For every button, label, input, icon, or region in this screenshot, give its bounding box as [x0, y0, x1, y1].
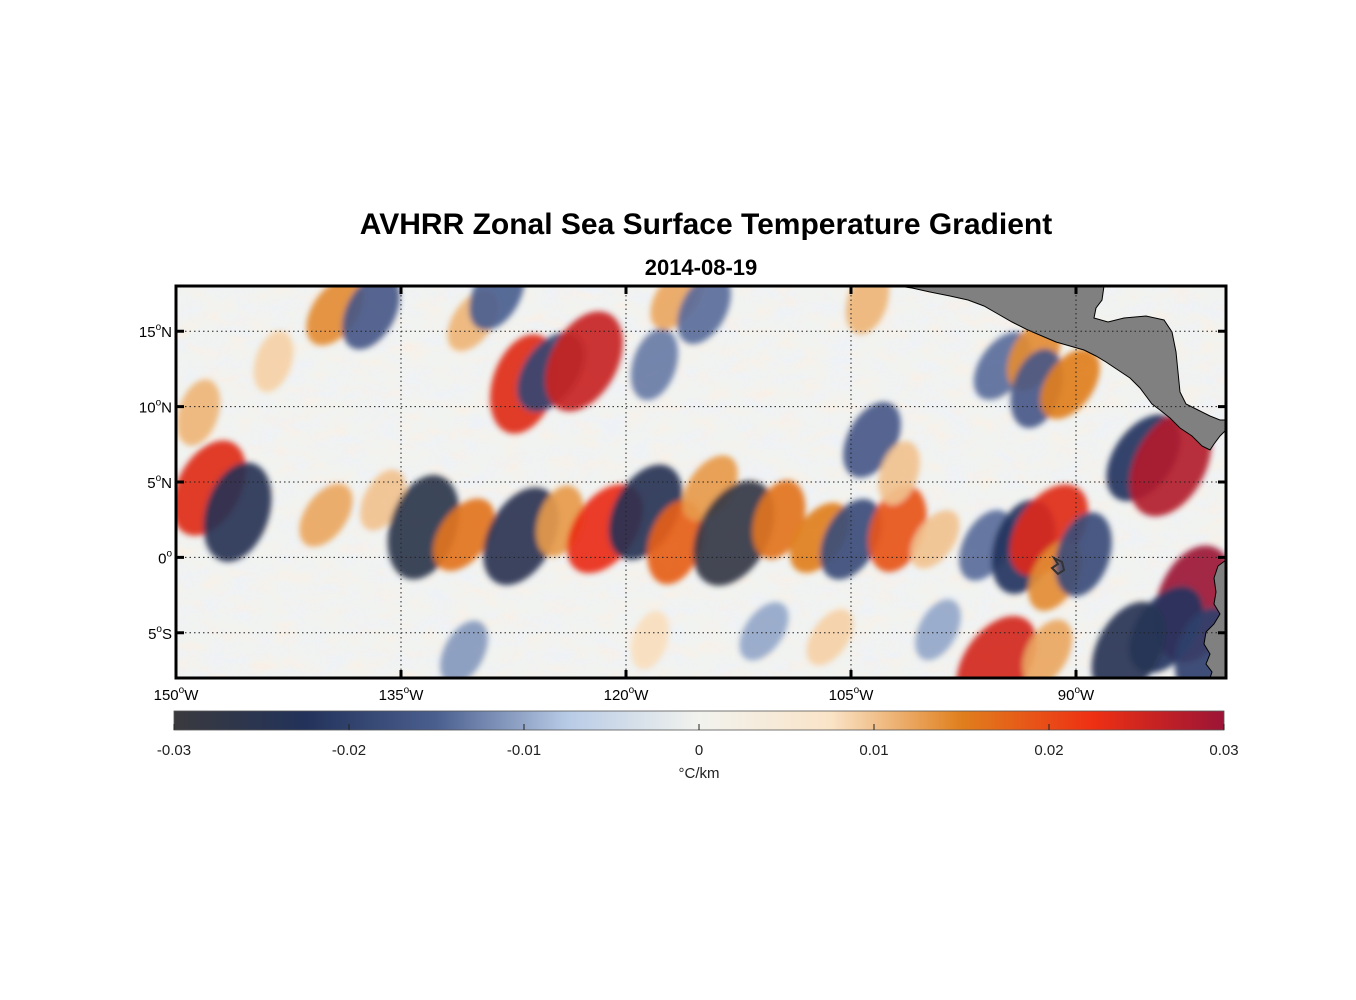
lon-tick-label: 120oW	[604, 685, 650, 704]
lat-tick-label: 10oN	[139, 398, 172, 417]
sst-gradient-feature	[806, 609, 854, 666]
sst-gradient-feature	[253, 330, 294, 393]
lat-tick-label: 0o	[158, 548, 172, 567]
chart-title: AVHRR Zonal Sea Surface Temperature Grad…	[360, 208, 1052, 241]
sst-gradient-feature	[1022, 619, 1073, 678]
sst-gradient-feature	[630, 328, 679, 401]
sst-gradient-feature	[878, 441, 920, 505]
lat-tick-label: 5oN	[147, 473, 172, 492]
sst-gradient-feature	[956, 616, 1037, 678]
sst-gradient-feature	[203, 462, 272, 562]
sst-gradient-feature	[469, 286, 525, 331]
sst-gradient-feature	[433, 498, 495, 572]
sst-gradient-feature	[1040, 348, 1100, 420]
sst-gradient-feature	[483, 487, 559, 586]
sst-gradient-feature	[1129, 411, 1212, 517]
chart-subtitle: 2014-08-19	[645, 255, 758, 280]
colorbar-tick-label: 0.03	[1209, 742, 1238, 759]
sst-gradient-feature	[915, 599, 961, 661]
sst-gradient-feature	[1055, 512, 1112, 597]
land-galapagos	[1050, 555, 1066, 576]
colorbar-tick-label: 0.02	[1034, 742, 1063, 759]
colorbar-tick-label: 0.01	[859, 742, 888, 759]
lat-tick-label: 5oS	[148, 624, 172, 643]
colorbar-tick-label: -0.03	[157, 742, 191, 759]
sst-gradient-feature	[342, 286, 400, 350]
sst-gradient-feature	[910, 510, 960, 569]
sst-gradient-feature	[299, 483, 353, 547]
sst-gradient-feature	[845, 286, 890, 335]
colorbar-tick-label: -0.01	[507, 742, 541, 759]
land	[897, 286, 1226, 678]
lat-tick-label: 15oN	[139, 322, 172, 341]
map-ticks: 15oN 10oN 5oN 0o 5oS 150oW 135oW 120oW 105oW 90oW	[139, 286, 1226, 704]
sst-gradient-feature	[693, 480, 775, 586]
sst-gradient-feature	[440, 620, 488, 678]
sst-gradient-feature	[176, 379, 221, 446]
land-south-america	[1203, 559, 1226, 678]
colorbar-ticks: -0.03 -0.02 -0.01 0 0.01 0.02 0.03	[157, 724, 1239, 759]
lon-tick-label: 150oW	[154, 685, 200, 704]
land-central-america	[897, 286, 1226, 451]
sst-gradient-feature	[545, 311, 623, 412]
lon-tick-label: 90oW	[1058, 685, 1095, 704]
colorbar-unit-label: °C/km	[679, 765, 720, 782]
colorbar: -0.03 -0.02 -0.01 0 0.01 0.02 0.03 °C/km	[157, 710, 1239, 782]
sst-gradient-feature	[1091, 601, 1166, 678]
sst-gradient-feature	[752, 480, 806, 560]
lon-tick-label: 105oW	[829, 685, 875, 704]
map-panel: 15oN 10oN 5oN 0o 5oS 150oW 135oW 120oW 105oW 90oW	[139, 284, 1228, 704]
sst-gradient-feature	[647, 500, 704, 585]
colorbar-tick-label: -0.02	[332, 742, 366, 759]
gradient-features	[176, 286, 1226, 678]
lon-tick-label: 135oW	[379, 685, 425, 704]
sst-gradient-feature	[739, 602, 789, 661]
sst-gradient-feature	[631, 610, 669, 670]
colorbar-tick-label: 0	[695, 742, 703, 759]
sst-gradient-feature	[677, 286, 731, 344]
